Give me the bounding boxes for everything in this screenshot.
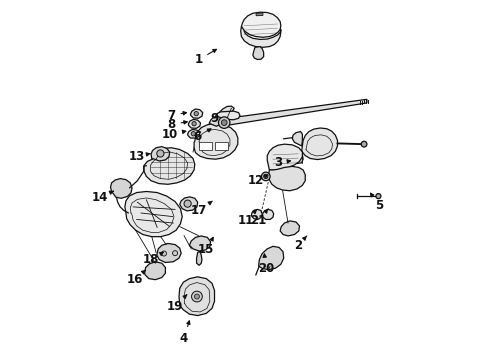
- Text: 13: 13: [128, 150, 150, 163]
- Polygon shape: [125, 192, 182, 237]
- Polygon shape: [180, 197, 197, 211]
- Bar: [215, 141, 228, 150]
- Polygon shape: [251, 210, 262, 220]
- Text: 8: 8: [168, 118, 187, 131]
- Polygon shape: [188, 120, 200, 129]
- Text: 18: 18: [143, 252, 163, 266]
- Circle shape: [195, 294, 199, 299]
- Polygon shape: [262, 210, 274, 220]
- Polygon shape: [216, 111, 240, 120]
- Polygon shape: [241, 27, 281, 47]
- Polygon shape: [302, 128, 338, 159]
- Polygon shape: [194, 123, 238, 159]
- Polygon shape: [145, 262, 166, 280]
- Polygon shape: [151, 147, 170, 161]
- Text: 1: 1: [195, 49, 217, 66]
- Text: 21: 21: [250, 209, 268, 227]
- Circle shape: [191, 132, 196, 136]
- Circle shape: [184, 200, 191, 207]
- Text: 11: 11: [238, 210, 256, 227]
- Text: 5: 5: [370, 193, 384, 212]
- Text: 14: 14: [92, 191, 113, 204]
- Polygon shape: [179, 277, 215, 316]
- Text: 10: 10: [162, 127, 186, 141]
- Polygon shape: [196, 251, 202, 265]
- Circle shape: [192, 122, 196, 126]
- Polygon shape: [209, 116, 222, 126]
- Polygon shape: [111, 179, 132, 198]
- Bar: [199, 141, 212, 150]
- Circle shape: [264, 174, 268, 179]
- Polygon shape: [269, 166, 305, 191]
- Circle shape: [161, 251, 167, 256]
- Polygon shape: [280, 221, 299, 236]
- Circle shape: [221, 120, 227, 126]
- Text: 2: 2: [294, 236, 307, 252]
- Polygon shape: [293, 132, 302, 146]
- Polygon shape: [242, 12, 281, 37]
- Polygon shape: [221, 99, 367, 126]
- Text: 16: 16: [126, 270, 146, 286]
- Circle shape: [172, 251, 177, 256]
- Polygon shape: [188, 130, 200, 138]
- Text: 9: 9: [210, 112, 219, 125]
- Text: 19: 19: [167, 295, 187, 313]
- Circle shape: [376, 194, 381, 199]
- Text: 15: 15: [198, 237, 215, 256]
- Circle shape: [361, 141, 367, 147]
- Polygon shape: [293, 150, 303, 163]
- Text: 3: 3: [274, 156, 291, 169]
- Polygon shape: [190, 236, 211, 251]
- Polygon shape: [157, 243, 181, 262]
- Polygon shape: [215, 106, 234, 125]
- Circle shape: [262, 172, 270, 181]
- Polygon shape: [253, 46, 264, 59]
- Polygon shape: [259, 246, 284, 270]
- Circle shape: [194, 112, 198, 116]
- Text: 7: 7: [168, 109, 187, 122]
- Circle shape: [219, 117, 230, 129]
- Text: 12: 12: [247, 174, 268, 186]
- Polygon shape: [144, 148, 195, 184]
- Circle shape: [157, 150, 164, 157]
- Polygon shape: [256, 13, 263, 16]
- Text: 20: 20: [258, 254, 274, 275]
- Text: 6: 6: [194, 129, 211, 143]
- Polygon shape: [191, 109, 203, 118]
- Polygon shape: [267, 144, 302, 170]
- Circle shape: [192, 291, 202, 302]
- Text: 17: 17: [191, 201, 212, 217]
- Text: 4: 4: [180, 321, 190, 345]
